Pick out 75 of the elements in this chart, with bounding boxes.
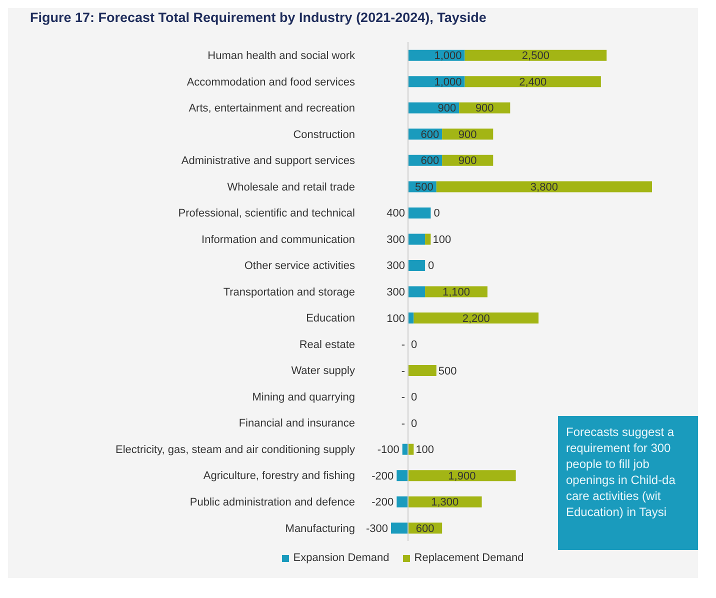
y-tick-label: Human health and social work [208,50,356,62]
data-label: 1,000 [434,50,462,62]
y-tick-label: Mining and quarrying [252,391,355,404]
y-tick-label: Transportation and storage [223,286,355,298]
y-tick-label: Real estate [299,338,355,351]
data-label: - [401,339,406,352]
bar [464,50,607,61]
y-tick-label: Accommodation and food services [186,76,356,88]
data-label: 500 [438,365,457,378]
y-tick-label: Water supply [291,365,356,378]
y-tick-label: Professional, scientific and technical [178,208,355,220]
data-label: 100 [416,444,434,456]
data-label: 0 [434,208,440,220]
data-label: -200 [372,496,394,509]
y-tick-label: Other service activities [244,260,356,272]
data-label: -200 [372,470,394,482]
bar [464,76,601,88]
bar [408,234,426,245]
bar [408,365,436,376]
bar [408,260,426,271]
data-label: 600 [420,155,440,168]
data-label: 0 [411,339,418,352]
data-label: 600 [420,128,440,141]
note-box: Forecasts suggest a requirement for 300 people to fill job openings in Child-da care activities (wit Education) in Taysi [558,416,698,550]
data-label: 1,000 [434,76,462,88]
data-label: 100 [432,234,452,246]
data-label: 2,200 [462,312,490,325]
data-label: -300 [366,522,388,535]
data-label: 1,100 [442,286,470,298]
data-label: 400 [386,208,406,220]
data-label: -100 [377,444,400,456]
y-tick-label: Manufacturing [285,522,355,535]
y-tick-label: Agriculture, forestry and fishing [203,470,355,482]
data-label: 3,800 [530,181,558,194]
data-label: 500 [415,181,434,194]
y-tick-label: Administrative and support services [181,155,356,168]
bar [436,181,652,192]
data-label: 0 [428,260,434,272]
y-tick-label: Information and communication [202,234,355,246]
y-tick-label: Construction [293,128,355,141]
legend-label: Replacement Demand [413,552,524,564]
data-label: 900 [475,102,494,115]
data-label: 0 [411,418,418,430]
data-label: 300 [386,234,406,246]
legend-label: Expansion Demand [292,552,390,564]
bar [396,496,408,508]
data-label: - [401,418,406,430]
data-label: 2,400 [519,76,547,88]
data-label: - [401,392,406,404]
data-label: 2,500 [522,50,550,62]
data-label: 1,300 [431,496,459,509]
y-tick-label: Education [306,312,355,325]
bar [425,234,431,245]
data-label: 0 [411,392,418,404]
bar [408,470,516,482]
data-label: 100 [386,312,406,325]
data-label: 300 [386,260,406,272]
data-label: 300 [386,286,406,298]
y-tick-label: Electricity, gas, steam and air conditioning supply [116,444,356,456]
text: Figure 17: Forecast Total Requirement by Industry (2021-2024), Tayside [30,10,486,25]
y-tick-label: Public administration and defence [190,496,355,509]
data-label: 900 [458,155,477,168]
bar [391,522,408,534]
bar [408,207,431,218]
bar [408,286,426,298]
y-tick-label: Wholesale and retail trade [227,181,355,194]
data-label: 900 [438,102,456,115]
y-tick-label: Financial and insurance [238,418,355,430]
data-label: 900 [458,128,477,141]
data-label: 600 [416,522,434,535]
bar [414,312,539,324]
data-label: - [401,365,406,378]
data-label: 1,900 [448,470,476,482]
y-tick-label: Arts, entertainment and recreation [188,102,355,115]
bar [396,470,408,482]
